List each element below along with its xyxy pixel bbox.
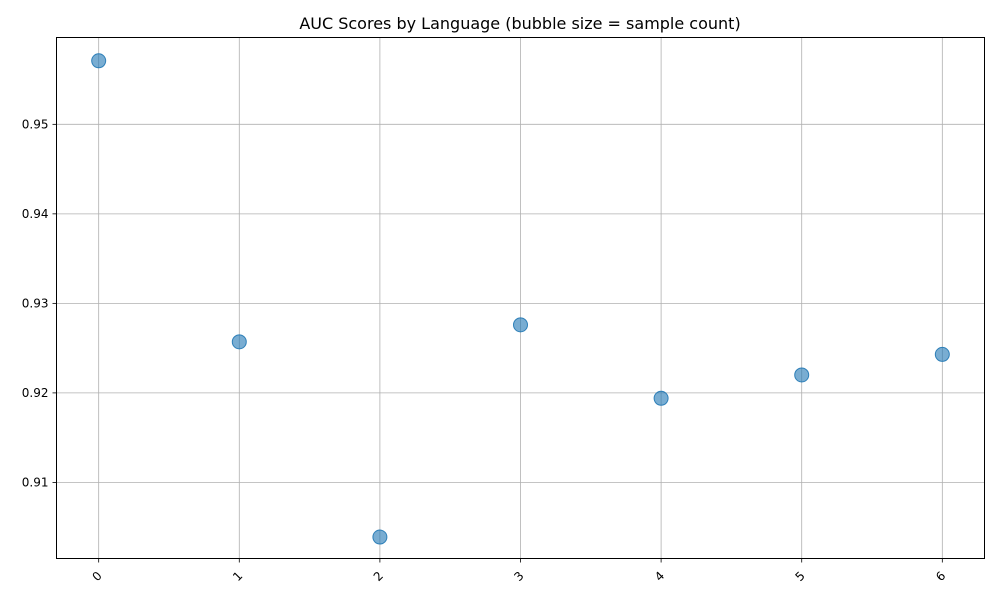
data-point	[91, 53, 107, 69]
data-point	[653, 390, 669, 406]
data-point	[372, 529, 388, 545]
y-tick-label: 0.92	[22, 386, 49, 400]
y-tick-label: 0.91	[22, 475, 49, 489]
grid	[56, 37, 985, 559]
data-point	[934, 346, 950, 362]
data-points	[91, 53, 950, 545]
data-point	[231, 334, 247, 350]
data-point	[794, 367, 810, 383]
y-tick-label: 0.93	[22, 296, 49, 310]
chart-title: AUC Scores by Language (bubble size = sa…	[299, 14, 740, 33]
y-tick-label: 0.94	[22, 207, 49, 221]
y-axis: 0.91 0.92 0.93 0.94 0.95	[22, 117, 57, 489]
data-point	[513, 317, 528, 333]
y-tick-label: 0.95	[22, 117, 49, 131]
